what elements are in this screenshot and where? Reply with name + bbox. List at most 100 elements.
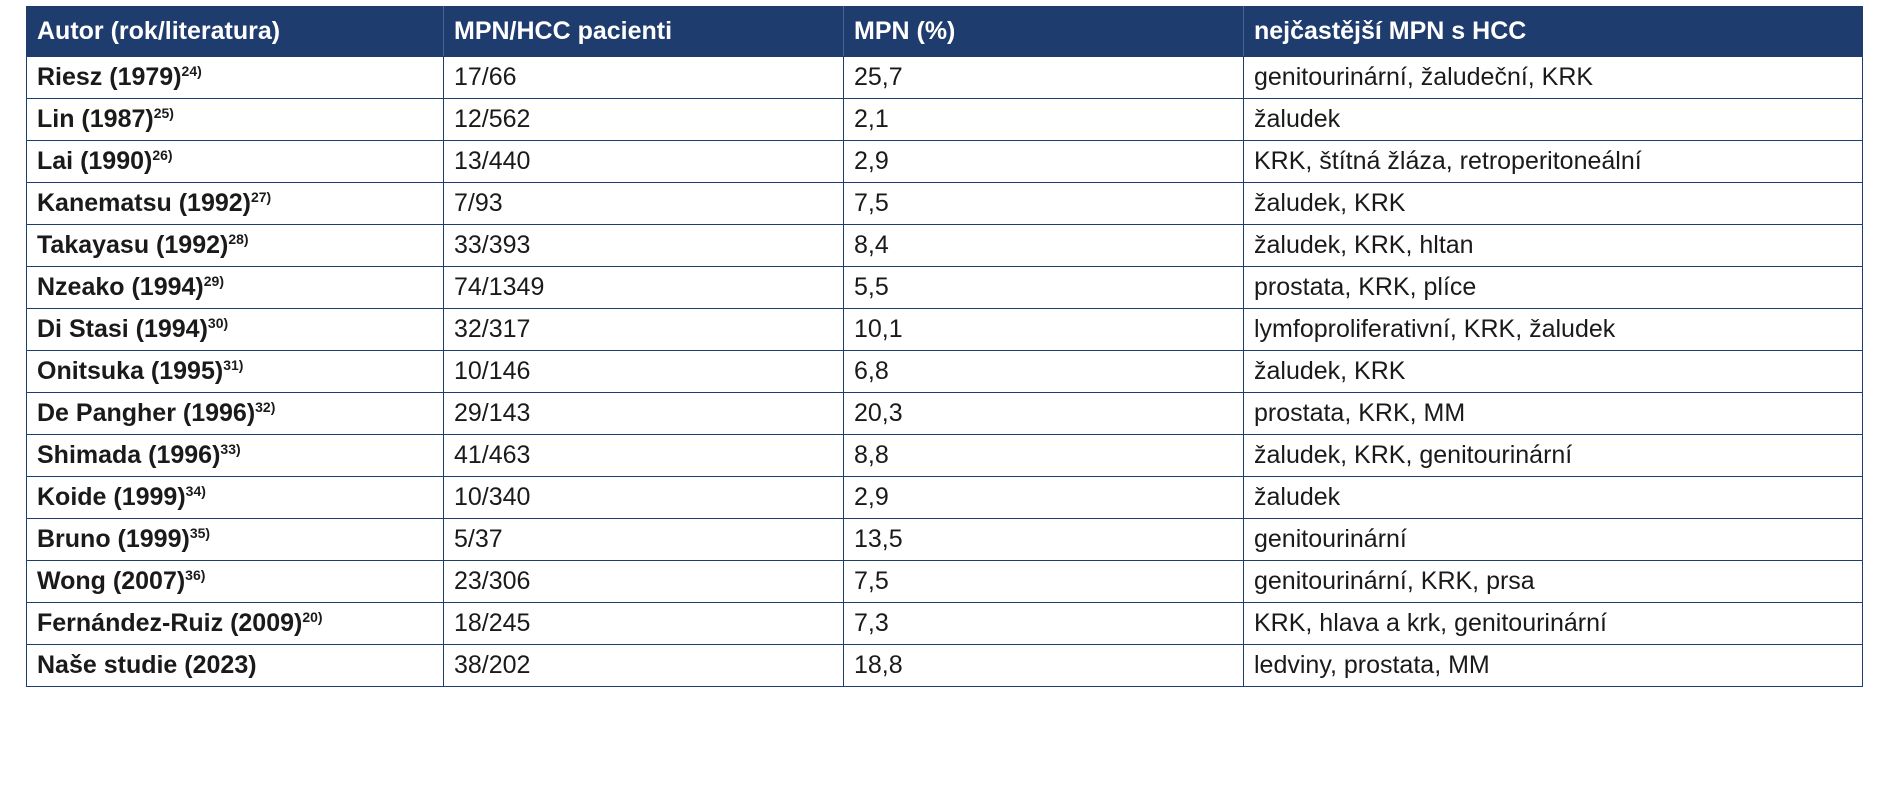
cell-patients: 13/440 (443, 140, 844, 183)
cell-common-mpn: genitourinární (1243, 518, 1863, 561)
cell-patients: 17/66 (443, 56, 844, 99)
table-row: Takayasu (1992)28) 33/393 8,4 žaludek, KRK,… (26, 224, 1863, 267)
cell-patients: 33/393 (443, 224, 844, 267)
cell-mpn-percent: 5,5 (843, 266, 1244, 309)
cell-mpn-percent: 13,5 (843, 518, 1244, 561)
cell-patients: 38/202 (443, 644, 844, 687)
cell-mpn-percent: 8,4 (843, 224, 1244, 267)
table-row: Koide (1999)34) 10/340 2,9 žaludek (26, 476, 1863, 519)
cell-author: Koide (1999)34) (26, 476, 444, 519)
cell-common-mpn: genitourinární, KRK, prsa (1243, 560, 1863, 603)
cell-mpn-percent: 25,7 (843, 56, 1244, 99)
cell-common-mpn: lymfoproliferativní, KRK, žaludek (1243, 308, 1863, 351)
reference-number: 30) (207, 315, 229, 331)
cell-patients: 18/245 (443, 602, 844, 645)
reference-number: 25) (153, 105, 174, 121)
author-name: Nzeako (1994) (37, 273, 204, 301)
table-body: Riesz (1979)24) 17/66 25,7 genitourinární, … (26, 56, 1863, 687)
reference-number: 24) (181, 63, 202, 79)
cell-common-mpn: prostata, KRK, plíce (1243, 266, 1863, 309)
cell-common-mpn: KRK, hlava a krk, genitourinární (1243, 602, 1863, 645)
reference-number: 29) (203, 273, 224, 289)
reference-number: 33) (220, 441, 241, 457)
table-row: De Pangher (1996)32) 29/143 20,3 prostata, … (26, 392, 1863, 435)
author-name: Takayasu (1992) (37, 231, 229, 259)
reference-number: 36) (185, 567, 206, 583)
cell-common-mpn: žaludek, KRK, genitourinární (1243, 434, 1863, 477)
header-common-mpn: nejčastější MPN s HCC (1243, 6, 1863, 57)
author-name: Bruno (1999) (37, 525, 190, 553)
cell-author: Naše studie (2023) (26, 644, 444, 687)
cell-mpn-percent: 7,5 (843, 182, 1244, 225)
author-name: Naše studie (2023) (37, 651, 257, 679)
reference-number: 34) (185, 483, 206, 499)
table-row: Riesz (1979)24) 17/66 25,7 genitourinární, … (26, 56, 1863, 99)
cell-common-mpn: žaludek, KRK (1243, 350, 1863, 393)
cell-patients: 41/463 (443, 434, 844, 477)
table-row: Bruno (1999)35) 5/37 13,5 genitourinární (26, 518, 1863, 561)
cell-mpn-percent: 18,8 (843, 644, 1244, 687)
author-name: Koide (1999) (37, 483, 186, 511)
cell-mpn-percent: 7,3 (843, 602, 1244, 645)
table-header: Autor (rok/literatura) MPN/HCC pacienti … (26, 6, 1863, 57)
cell-mpn-percent: 2,1 (843, 98, 1244, 141)
reference-number: 31) (223, 357, 244, 373)
reference-number: 32) (255, 399, 276, 415)
header-mpn-percent: MPN (%) (843, 6, 1244, 57)
cell-patients: 5/37 (443, 518, 844, 561)
cell-patients: 10/340 (443, 476, 844, 519)
cell-author: Di Stasi (1994)30) (26, 308, 444, 351)
table-row: Wong (2007)36) 23/306 7,5 genitourinární, K… (26, 560, 1863, 603)
cell-common-mpn: žaludek (1243, 476, 1863, 519)
cell-patients: 10/146 (443, 350, 844, 393)
cell-common-mpn: KRK, štítná žláza, retroperitoneální (1243, 140, 1863, 183)
cell-common-mpn: genitourinární, žaludeční, KRK (1243, 56, 1863, 99)
table-row: Di Stasi (1994)30) 32/317 10,1 lymfoprolife… (26, 308, 1863, 351)
cell-mpn-percent: 20,3 (843, 392, 1244, 435)
reference-number: 26) (152, 147, 173, 163)
author-name: Onitsuka (1995) (37, 357, 224, 385)
cell-patients: 12/562 (443, 98, 844, 141)
reference-number: 28) (228, 231, 249, 247)
cell-author: Lai (1990)26) (26, 140, 444, 183)
cell-mpn-percent: 2,9 (843, 476, 1244, 519)
table-row: Lai (1990)26) 13/440 2,9 KRK, štítná žláza,… (26, 140, 1863, 183)
cell-author: Nzeako (1994)29) (26, 266, 444, 309)
header-author: Autor (rok/literatura) (26, 6, 444, 57)
cell-author: Lin (1987)25) (26, 98, 444, 141)
cell-author: Shimada (1996)33) (26, 434, 444, 477)
table-row: Naše studie (2023) 38/202 18,8 ledviny, pro… (26, 644, 1863, 687)
mpn-hcc-table-container: Autor (rok/literatura) MPN/HCC pacienti … (26, 6, 1863, 687)
cell-patients: 32/317 (443, 308, 844, 351)
author-name: Di Stasi (1994) (37, 315, 208, 343)
cell-mpn-percent: 10,1 (843, 308, 1244, 351)
table-row: Onitsuka (1995)31) 10/146 6,8 žaludek, KRK (26, 350, 1863, 393)
mpn-hcc-table: Autor (rok/literatura) MPN/HCC pacienti … (26, 6, 1863, 687)
author-name: Lin (1987) (37, 105, 154, 133)
table-row: Fernández-Ruiz (2009)20) 18/245 7,3 KRK, hl… (26, 602, 1863, 645)
header-patients: MPN/HCC pacienti (443, 6, 844, 57)
cell-author: Riesz (1979)24) (26, 56, 444, 99)
cell-common-mpn: ledviny, prostata, MM (1243, 644, 1863, 687)
cell-author: Takayasu (1992)28) (26, 224, 444, 267)
cell-common-mpn: prostata, KRK, MM (1243, 392, 1863, 435)
cell-author: Wong (2007)36) (26, 560, 444, 603)
cell-common-mpn: žaludek (1243, 98, 1863, 141)
cell-patients: 7/93 (443, 182, 844, 225)
cell-author: Kanematsu (1992)27) (26, 182, 444, 225)
author-name: Lai (1990) (37, 147, 153, 175)
header-row: Autor (rok/literatura) MPN/HCC pacienti … (26, 6, 1863, 57)
cell-patients: 74/1349 (443, 266, 844, 309)
table-row: Nzeako (1994)29) 74/1349 5,5 prostata, KRK,… (26, 266, 1863, 309)
author-name: Wong (2007) (37, 567, 186, 595)
reference-number: 20) (302, 609, 323, 625)
cell-mpn-percent: 6,8 (843, 350, 1244, 393)
cell-author: Fernández-Ruiz (2009)20) (26, 602, 444, 645)
cell-patients: 29/143 (443, 392, 844, 435)
cell-common-mpn: žaludek, KRK, hltan (1243, 224, 1863, 267)
cell-mpn-percent: 7,5 (843, 560, 1244, 603)
cell-author: Onitsuka (1995)31) (26, 350, 444, 393)
cell-mpn-percent: 8,8 (843, 434, 1244, 477)
reference-number: 35) (189, 525, 211, 541)
table-row: Shimada (1996)33) 41/463 8,8 žaludek, KRK, … (26, 434, 1863, 477)
